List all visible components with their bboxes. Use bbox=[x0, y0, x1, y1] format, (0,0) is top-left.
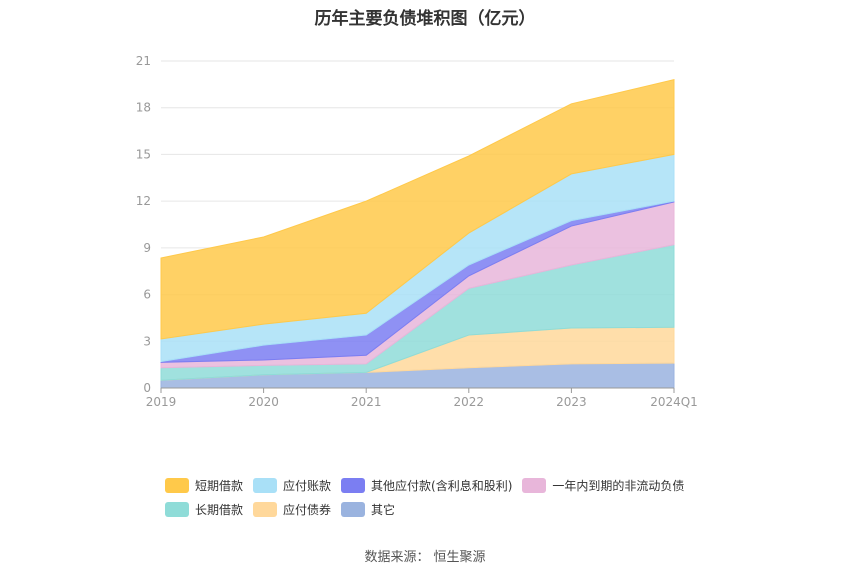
legend-label: 长期借款 bbox=[195, 502, 244, 517]
legend-swatch-current-noncurrent-liabilities bbox=[522, 477, 547, 493]
x-tick-label: 2024Q1 bbox=[650, 395, 698, 409]
y-tick-label: 3 bbox=[143, 334, 151, 348]
legend-swatch-short-term-loans bbox=[165, 477, 189, 493]
source-label: 数据来源： bbox=[364, 550, 430, 565]
x-tick-label: 2022 bbox=[454, 395, 485, 409]
legend-label: 一年内到期的非流动负债 bbox=[552, 478, 685, 493]
legend-swatch-bonds-payable bbox=[253, 501, 278, 517]
x-tick-label: 2023 bbox=[556, 395, 587, 409]
y-tick-label: 15 bbox=[136, 147, 151, 161]
legend-item-accounts-payable[interactable]: 应付账款 bbox=[253, 477, 331, 494]
y-tick-label: 6 bbox=[143, 288, 151, 302]
legend-label: 其他应付款(含利息和股利) bbox=[371, 478, 513, 493]
y-tick-label: 18 bbox=[136, 101, 151, 115]
legend-label: 应付账款 bbox=[283, 478, 332, 493]
legend-label: 应付债券 bbox=[283, 502, 332, 517]
legend-swatch-other-payables bbox=[341, 477, 366, 493]
legend-label: 其它 bbox=[371, 502, 396, 517]
legend-swatch-other bbox=[341, 501, 366, 517]
legend-swatch-long-term-loans bbox=[165, 501, 189, 517]
legend-label: 短期借款 bbox=[195, 478, 244, 493]
area-series-6 bbox=[160, 79, 675, 340]
legend-item-short-term-loans[interactable]: 短期借款 bbox=[165, 477, 243, 494]
x-tick-label: 2019 bbox=[146, 395, 177, 409]
chart-title: 历年主要负债堆积图（亿元） bbox=[314, 9, 536, 29]
x-tick-label: 2020 bbox=[248, 395, 279, 409]
legend-item-other-payables[interactable]: 其他应付款(含利息和股利) bbox=[341, 477, 512, 494]
stacked-area-chart: 0 3 6 9 12 15 18 21 2019 2020 2021 2022 2023 2024Q1 bbox=[136, 54, 698, 409]
legend-item-current-noncurrent-liabilities[interactable]: 一年内到期的非流动负债 bbox=[522, 477, 684, 494]
legend-row-1: 短期借款 应付账款 其他应付款(含利息和股利) 一年内到期的非流动负债 bbox=[165, 473, 725, 497]
source-value: 恒生聚源 bbox=[433, 550, 486, 565]
legend-item-long-term-loans[interactable]: 长期借款 bbox=[165, 501, 243, 518]
y-tick-label: 12 bbox=[136, 194, 151, 208]
y-tick-label: 9 bbox=[143, 241, 151, 255]
chart-legend: 短期借款 应付账款 其他应付款(含利息和股利) 一年内到期的非流动负债 长期借款… bbox=[165, 473, 725, 521]
y-tick-label: 0 bbox=[143, 381, 151, 395]
y-tick-label: 21 bbox=[136, 54, 151, 68]
legend-item-bonds-payable[interactable]: 应付债券 bbox=[253, 501, 331, 518]
legend-row-2: 长期借款 应付债券 其它 bbox=[165, 497, 725, 521]
legend-item-other[interactable]: 其它 bbox=[341, 501, 395, 518]
data-source: 数据来源： 恒生聚源 bbox=[0, 546, 850, 565]
x-tick-label: 2021 bbox=[351, 395, 382, 409]
legend-swatch-accounts-payable bbox=[253, 477, 278, 493]
